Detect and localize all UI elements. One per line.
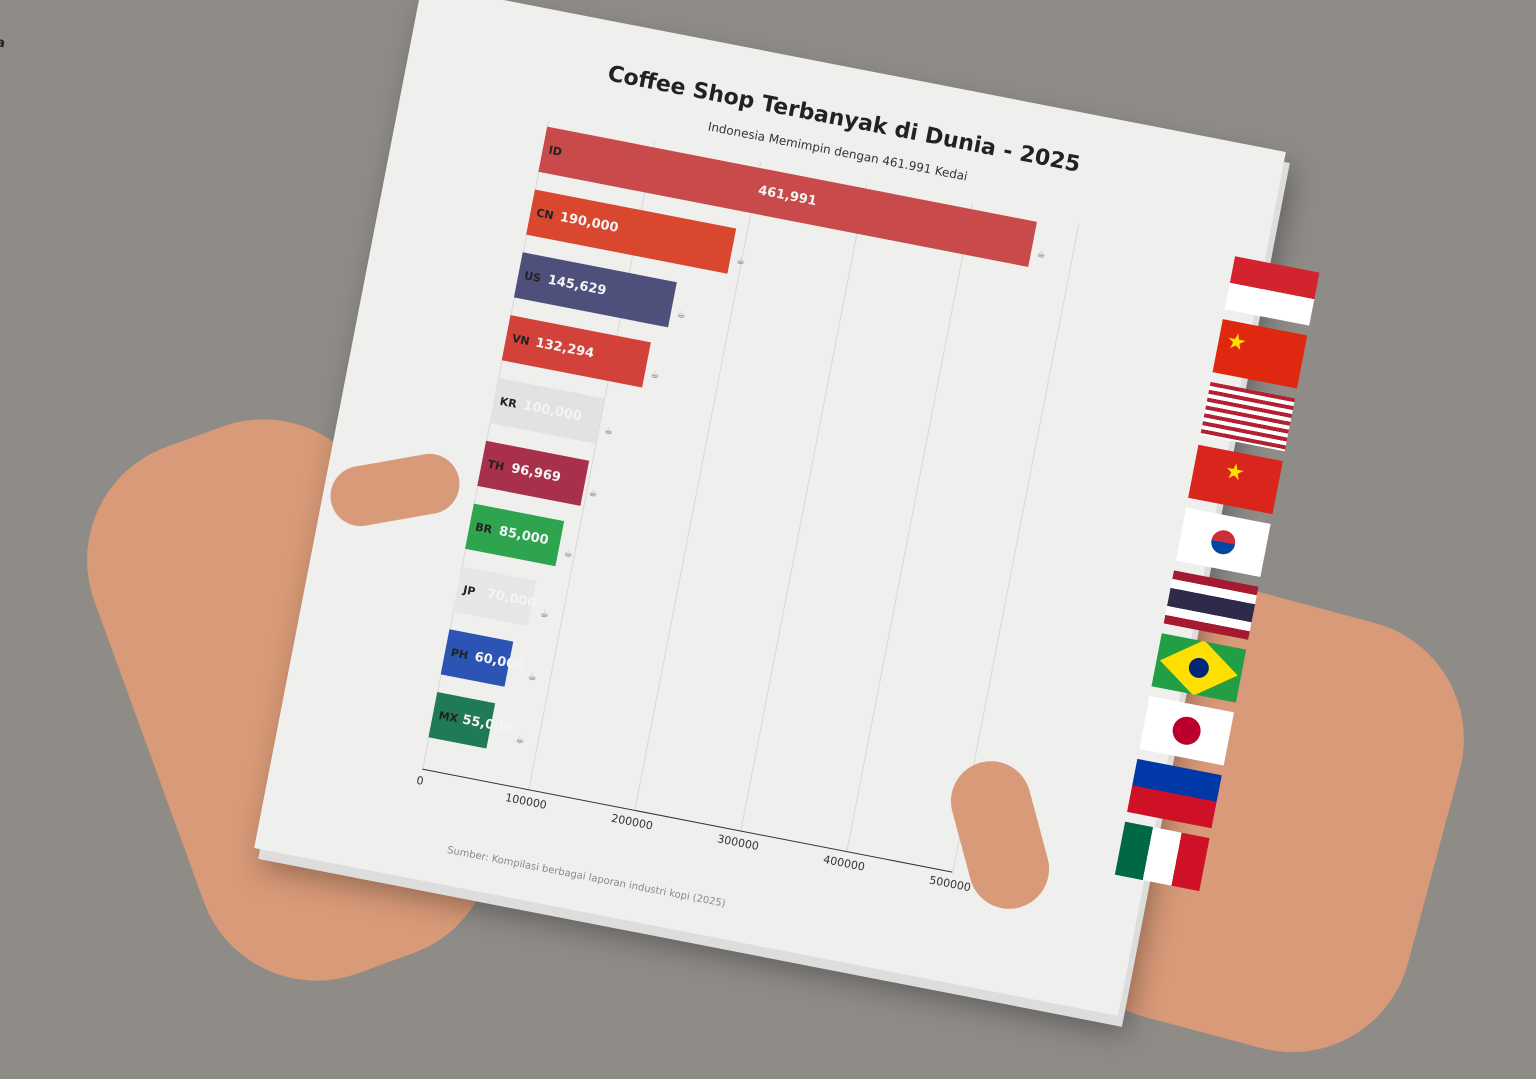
flag-cn-icon: ★ xyxy=(1212,319,1308,389)
flag-taegeuk-icon xyxy=(1209,528,1238,557)
country-code: TH xyxy=(486,457,506,474)
bar: MX 55,000 xyxy=(428,692,513,749)
country-code: CN xyxy=(535,206,555,223)
bar: PH 60,000 xyxy=(440,629,525,687)
bar-value-label: 96,969 xyxy=(509,461,562,486)
coffee-cup-icon: ☕ xyxy=(735,255,747,268)
bar-row: Amerika SerikatUS145,629☕ xyxy=(513,252,687,328)
x-tick-label: 400000 xyxy=(822,852,866,874)
country-code: US xyxy=(523,269,543,286)
bar-row: Indonesia ID 461,991 ☕ xyxy=(0,23,1047,267)
bar-row: TiongkokCN190,000☕ xyxy=(526,189,746,274)
flag-vn-icon: ★ xyxy=(1188,444,1283,515)
coffee-cup-icon: ☕ xyxy=(649,369,661,382)
coffee-cup-icon: ☕ xyxy=(603,425,615,438)
bar-row: VietnamVN132,294☕ xyxy=(501,315,660,388)
gridline xyxy=(846,203,974,852)
coffee-cup-icon: ☕ xyxy=(675,308,687,322)
bar: JP 70,000 xyxy=(452,566,538,626)
bar-value-label: 100,000 xyxy=(522,398,584,425)
x-tick-label: 200000 xyxy=(610,811,654,833)
bar-value-label: 55,000 xyxy=(460,712,514,737)
bar: BR 85,000 xyxy=(465,503,564,567)
flag-th-icon xyxy=(1163,570,1259,640)
source-note: Sumber: Kompilasi berbagai laporan indus… xyxy=(446,844,727,910)
country-code: ID xyxy=(547,143,563,159)
bar-row: BrasilBR85,000☕ xyxy=(465,503,574,567)
flag-kr-icon xyxy=(1175,507,1271,577)
bar-row: ThailandTH96,969☕ xyxy=(477,440,599,506)
bar-value-label: 145,629 xyxy=(546,272,608,299)
x-tick-label: 100000 xyxy=(504,791,548,812)
coffee-cup-icon: ☕ xyxy=(526,671,538,684)
flag-us-icon xyxy=(1200,381,1296,452)
flag-star-icon: ★ xyxy=(1222,458,1247,487)
country-code: VN xyxy=(510,331,531,349)
coffee-cup-icon: ☕ xyxy=(514,733,526,747)
bar-row: JepangJP70,000☕ xyxy=(452,566,550,626)
bar-row: FilipinaPH60,000☕ xyxy=(440,629,538,687)
bar: VN 132,294 xyxy=(501,315,651,388)
country-code: PH xyxy=(449,646,470,663)
flag-id-icon xyxy=(1224,256,1320,326)
country-code: JP xyxy=(462,583,477,599)
bar: US 145,629 xyxy=(513,252,678,328)
country-code: KR xyxy=(498,394,518,411)
flag-star-icon: ★ xyxy=(1224,328,1249,357)
x-tick-label: 300000 xyxy=(716,832,760,854)
bar: TH 96,969 xyxy=(477,440,589,506)
flag-sun-icon xyxy=(1170,714,1204,748)
bar-row: MeksikoMX55,000☕ xyxy=(428,692,526,749)
plot-area: 0 100000 200000 300000 400000 500000 Indonesia… xyxy=(0,23,1320,894)
x-tick-label: 0 xyxy=(415,773,425,788)
category-label: Indonesia xyxy=(0,23,7,52)
coffee-cup-icon: ☕ xyxy=(1035,248,1047,261)
bar-row: Korea SelatanKR100,000☕ xyxy=(489,377,614,444)
bar-value-label: 461,991 xyxy=(756,183,818,210)
coffee-cup-icon: ☕ xyxy=(587,487,599,500)
x-tick-label: 500000 xyxy=(928,873,972,895)
country-code: BR xyxy=(474,520,494,537)
bar-value-label: 85,000 xyxy=(497,524,550,549)
coffee-cup-icon: ☕ xyxy=(539,608,550,621)
country-code: MX xyxy=(437,708,460,726)
bar-value-label: 60,000 xyxy=(473,649,526,674)
bar-value-label: 132,294 xyxy=(534,335,596,362)
gridline xyxy=(740,182,868,831)
bar: KR 100,000 xyxy=(489,377,605,444)
bar-value-label: 190,000 xyxy=(558,209,620,236)
bar-value-label: 70,000 xyxy=(485,586,538,612)
